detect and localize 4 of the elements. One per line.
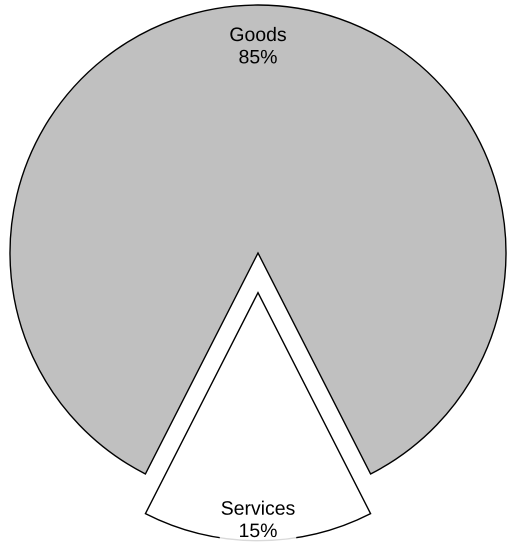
data-label: 85% [239, 50, 277, 64]
slice-label: Goods [230, 26, 286, 42]
data-label: 15% [240, 524, 277, 538]
slice-label: Services [222, 500, 295, 515]
